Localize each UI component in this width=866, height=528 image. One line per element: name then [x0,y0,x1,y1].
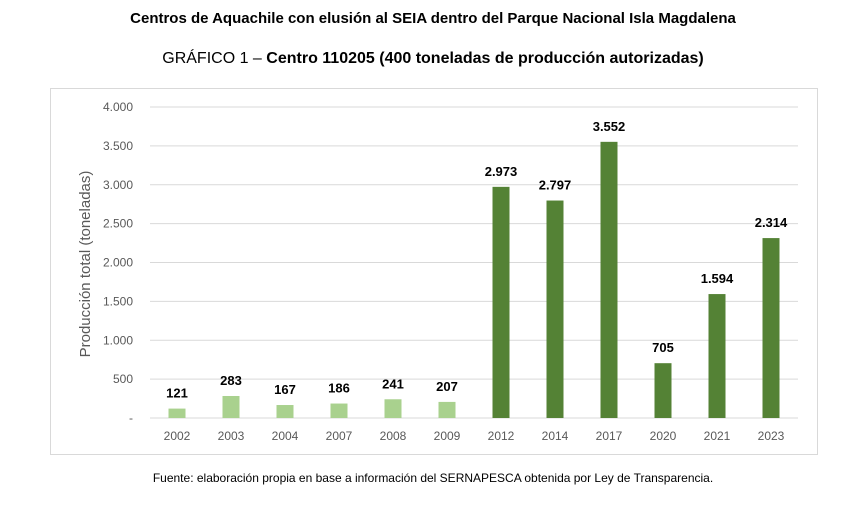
source-note: Fuente: elaboración propia en base a inf… [152,471,714,485]
data-label: 705 [652,340,674,355]
data-label: 241 [382,376,404,391]
x-tick-labels: 2002 2003 2004 2007 2008 2009 2012 2014 2017 2020… [164,429,785,443]
bar-2023 [762,238,780,418]
bar-2021 [708,294,726,418]
data-label: 3.552 [593,119,626,134]
x-tick-label: 2021 [704,429,731,443]
bar-2002 [168,408,186,418]
x-tick-label: 2017 [596,429,623,443]
x-tick-label: 2020 [650,429,677,443]
chart-frame [50,88,818,455]
y-tick-label: 2.000 [103,256,133,270]
bar-2009 [438,401,456,418]
data-label: 2.797 [539,178,572,193]
data-label: 2.973 [485,164,518,179]
x-tick-label: 2008 [380,429,407,443]
gridlines [150,106,798,419]
data-label: 121 [166,386,188,401]
bar-2017 [600,141,618,418]
y-tick-labels: - 500 1.000 1.500 2.000 2.500 3.000 3.500 4.000 [103,100,133,425]
bar-2007 [330,403,348,418]
data-label: 1.594 [701,271,734,286]
x-tick-label: 2009 [434,429,461,443]
subtitle-prefix: GRÁFICO 1 – [162,50,267,67]
bar-2014 [546,200,564,418]
bar-2003 [222,395,240,418]
y-tick-label: - [129,411,133,425]
x-tick-label: 2012 [488,429,515,443]
data-labels: 121 283 167 186 241 207 2.973 2.797 3.552 705 1.59… [166,119,788,401]
subtitle-bold: Centro 110205 (400 toneladas de producci… [266,50,704,67]
data-label: 167 [274,382,296,397]
bar-2004 [276,405,294,418]
x-tick-label: 2002 [164,429,191,443]
data-label: 2.314 [755,215,788,230]
y-tick-label: 1.500 [103,294,133,308]
y-tick-label: 1.000 [103,333,133,347]
data-label: 186 [328,381,350,396]
chart-title: Centros de Aquachile con elusión al SEIA… [130,10,736,27]
bars [168,141,780,418]
y-tick-label: 3.000 [103,178,133,192]
x-tick-label: 2004 [272,429,299,443]
y-tick-label: 2.500 [103,217,133,231]
bar-2008 [384,399,402,418]
data-label: 207 [436,379,458,394]
bar-2020 [654,363,672,418]
y-tick-label: 4.000 [103,100,133,114]
y-tick-label: 3.500 [103,139,133,153]
x-tick-label: 2023 [758,429,785,443]
data-label: 283 [220,373,242,388]
y-tick-label: 500 [113,372,133,386]
x-tick-label: 2003 [218,429,245,443]
y-axis-label: Producción total (toneladas) [77,171,94,358]
x-tick-label: 2014 [542,429,569,443]
x-tick-label: 2007 [326,429,353,443]
bar-2012 [492,186,510,418]
chart-subtitle: GRÁFICO 1 – Centro 110205 (400 toneladas… [0,50,866,68]
